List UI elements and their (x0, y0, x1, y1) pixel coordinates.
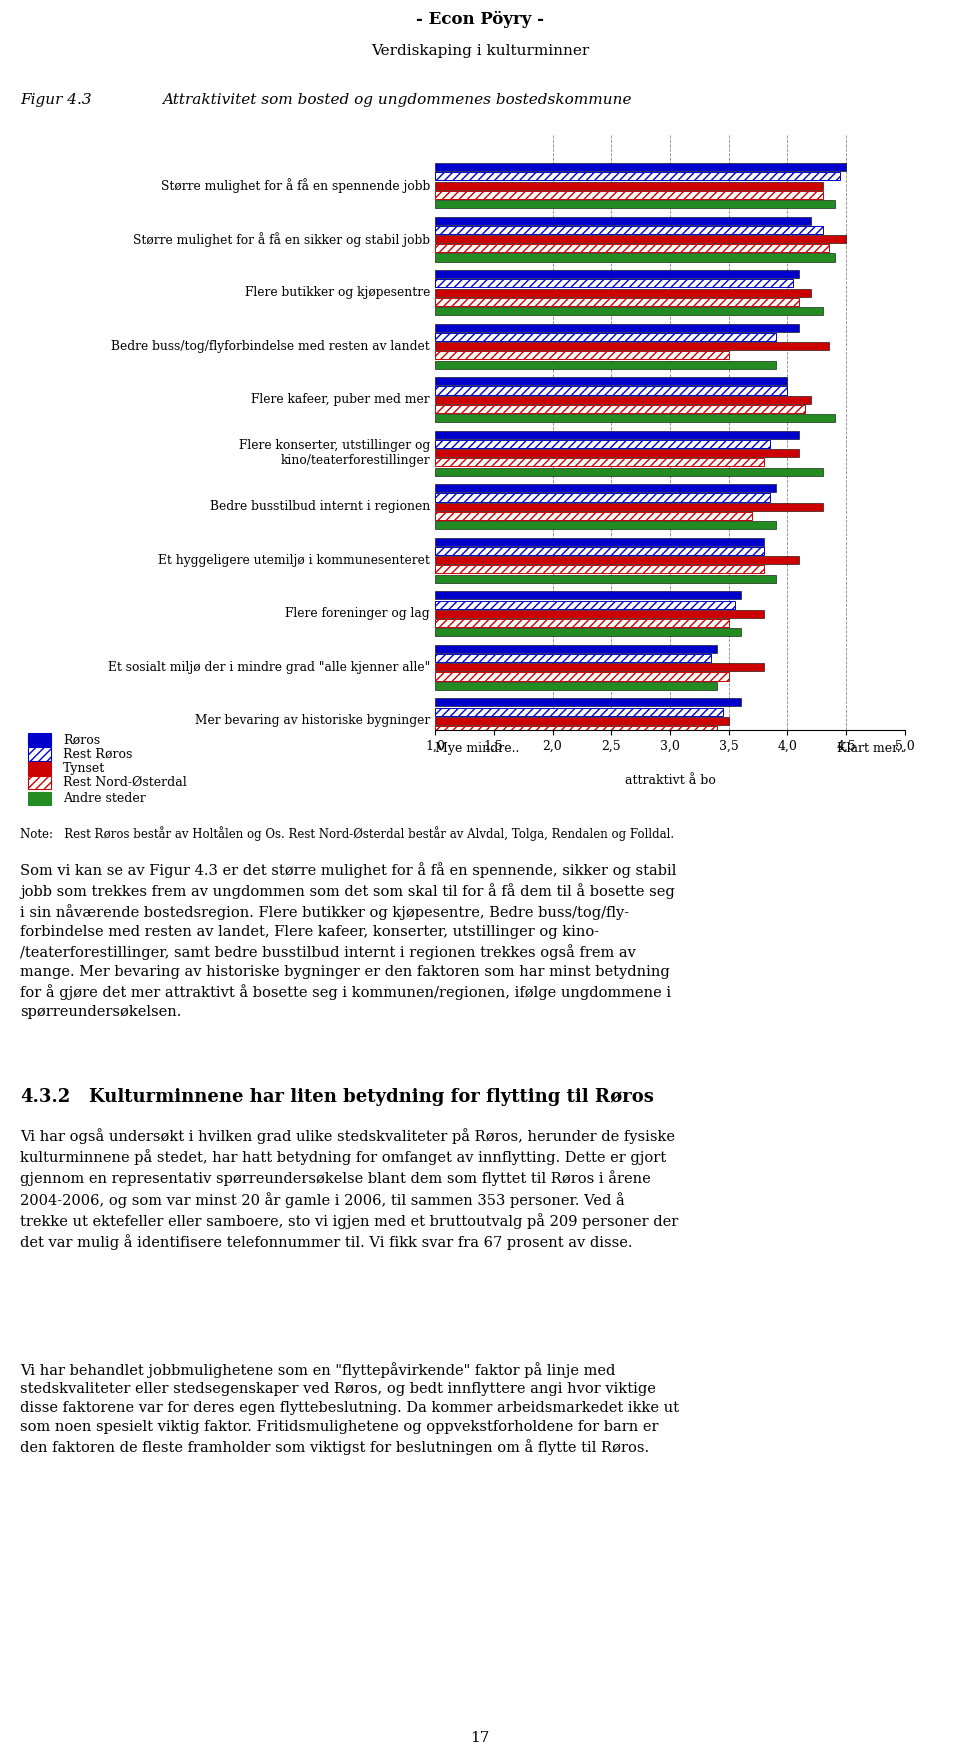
Text: 17: 17 (470, 1731, 490, 1745)
Bar (435, 557, 800, 564)
Bar (435, 662, 764, 671)
Bar (435, 654, 711, 662)
Text: Andre steder: Andre steder (63, 792, 146, 805)
Text: Note:   Rest Røros består av Holtålen og Os. Rest Nord-Østerdal består av Alvdal: Note: Rest Røros består av Holtålen og O… (20, 826, 674, 842)
Bar (435, 538, 764, 546)
FancyBboxPatch shape (28, 777, 51, 789)
Text: Større mulighet for å få en sikker og stabil jobb: Større mulighet for å få en sikker og st… (133, 232, 430, 246)
Bar (435, 200, 834, 207)
Text: Et sosialt miljø der i mindre grad "alle kjenner alle": Et sosialt miljø der i mindre grad "alle… (108, 661, 430, 673)
Text: Rest Nord-Østerdal: Rest Nord-Østerdal (63, 777, 187, 789)
FancyBboxPatch shape (28, 763, 51, 775)
Text: Mye mindre..: Mye mindre.. (435, 741, 519, 754)
Bar (435, 592, 740, 599)
Bar (435, 485, 776, 492)
Bar (435, 253, 834, 262)
Bar (435, 395, 811, 404)
Bar (435, 279, 793, 288)
Bar (435, 546, 764, 555)
Text: Verdiskaping i kulturminner: Verdiskaping i kulturminner (371, 44, 589, 58)
Text: Vi har også undersøkt i hvilken grad ulike stedskvaliteter på Røros, herunder de: Vi har også undersøkt i hvilken grad uli… (20, 1128, 679, 1251)
Text: Attraktivitet som bosted og ungdommenes bostedskommune: Attraktivitet som bosted og ungdommenes … (162, 93, 632, 107)
Bar (435, 415, 834, 422)
Text: Et hyggeligere utemiljø i kommunesenteret: Et hyggeligere utemiljø i kommunesentere… (158, 553, 430, 568)
Bar (435, 503, 823, 511)
Bar (435, 618, 729, 627)
Bar (435, 288, 811, 297)
Bar (435, 297, 800, 306)
Text: Større mulighet for å få en spennende jobb: Større mulighet for å få en spennende jo… (160, 177, 430, 193)
Text: Flere foreninger og lag: Flere foreninger og lag (285, 608, 430, 620)
Text: Flere konserter, utstillinger og
kino/teaterforestillinger: Flere konserter, utstillinger og kino/te… (239, 439, 430, 467)
Text: Vi har behandlet jobbmulighetene som en "flyttepåvirkende" faktor på linje med
s: Vi har behandlet jobbmulighetene som en … (20, 1362, 679, 1455)
Bar (435, 323, 800, 332)
Bar (435, 467, 823, 476)
FancyBboxPatch shape (28, 747, 51, 761)
Text: Mer bevaring av historiske bygninger: Mer bevaring av historiske bygninger (195, 715, 430, 727)
Text: Kulturminnene har liten betydning for flytting til Røros: Kulturminnene har liten betydning for fl… (89, 1088, 654, 1105)
Bar (435, 459, 764, 466)
Bar (435, 645, 717, 654)
Bar (435, 439, 770, 448)
Bar (435, 601, 734, 608)
Bar (435, 511, 753, 520)
Bar (435, 522, 776, 529)
Bar (435, 673, 729, 680)
Bar (435, 360, 776, 369)
Bar (435, 235, 847, 242)
Text: Flere kafeer, puber med mer: Flere kafeer, puber med mer (252, 394, 430, 406)
Text: Flere butikker og kjøpesentre: Flere butikker og kjøpesentre (245, 286, 430, 299)
Bar (435, 698, 740, 706)
Bar (435, 307, 823, 315)
FancyBboxPatch shape (28, 792, 51, 805)
FancyBboxPatch shape (28, 733, 51, 747)
Bar (435, 244, 828, 253)
Bar (435, 351, 729, 360)
Text: - Econ Pöyry -: - Econ Pöyry - (416, 11, 544, 28)
Bar (435, 387, 787, 395)
Bar (435, 227, 823, 234)
Text: Røros: Røros (63, 733, 100, 747)
Bar (435, 610, 764, 618)
Bar (435, 734, 729, 743)
Text: Bedre buss/tog/flyforbindelse med resten av landet: Bedre buss/tog/flyforbindelse med resten… (111, 339, 430, 353)
Bar (435, 378, 787, 385)
Text: Bedre busstilbud internt i regionen: Bedre busstilbud internt i regionen (209, 501, 430, 513)
Bar (435, 332, 776, 341)
Text: Figur 4.3: Figur 4.3 (20, 93, 91, 107)
Text: Rest Røros: Rest Røros (63, 747, 132, 761)
Text: attraktivt å bo: attraktivt å bo (625, 775, 715, 787)
Bar (435, 575, 776, 583)
Text: Som vi kan se av Figur 4.3 er det større mulighet for å få en spennende, sikker : Som vi kan se av Figur 4.3 er det større… (20, 863, 677, 1019)
Bar (435, 181, 823, 190)
Bar (435, 404, 805, 413)
Bar (435, 192, 823, 199)
Text: 4.3.2: 4.3.2 (20, 1088, 70, 1105)
Bar (435, 271, 800, 278)
Bar (435, 717, 729, 726)
Bar (435, 450, 800, 457)
Bar (435, 430, 800, 439)
Bar (435, 682, 717, 691)
Bar (435, 627, 740, 636)
Bar (435, 566, 764, 573)
Bar (435, 343, 828, 350)
Bar (435, 172, 840, 181)
Bar (435, 494, 770, 501)
Bar (435, 216, 811, 225)
Text: Tynset: Tynset (63, 763, 106, 775)
Bar (435, 708, 723, 715)
Bar (435, 726, 717, 734)
Bar (435, 163, 847, 170)
Text: Klart mer..: Klart mer.. (837, 741, 905, 754)
